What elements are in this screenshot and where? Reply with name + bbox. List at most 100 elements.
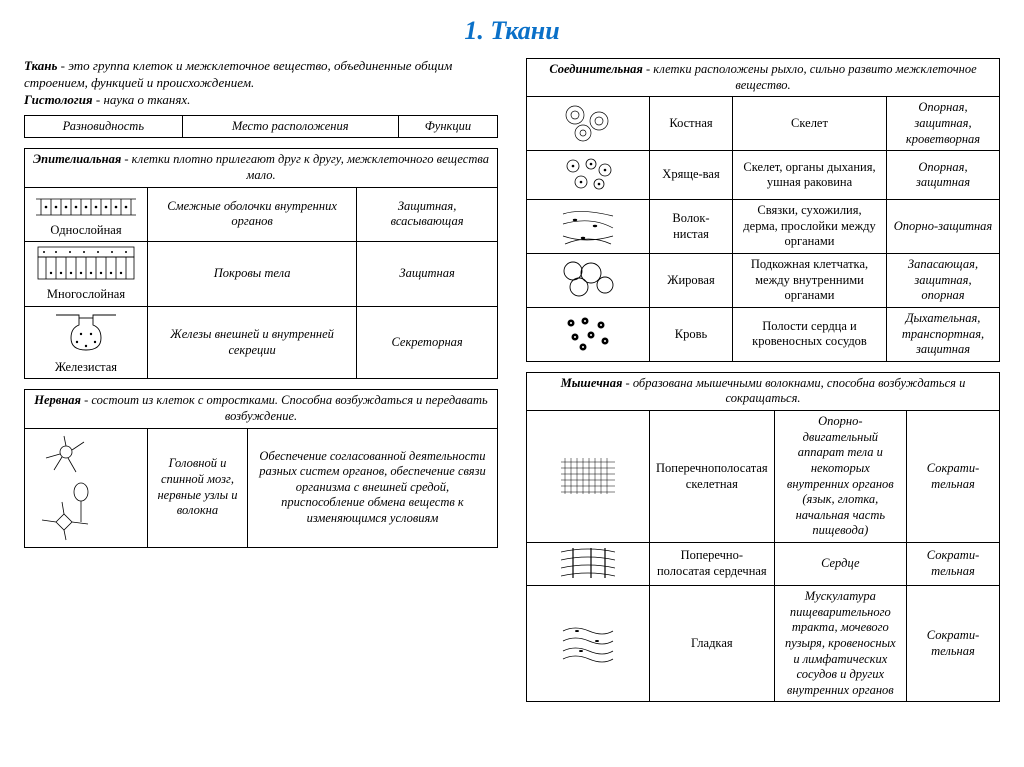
header-table: Разновидность Место расположения Функции	[24, 115, 498, 139]
fibrous-loc: Связки, сухожилия, дерма, прослойки межд…	[733, 200, 887, 254]
table-row: Однослойная Смежные оболочки внутренних …	[25, 187, 498, 242]
cardiac-func: Сократи-тельная	[907, 543, 1000, 586]
col-functions: Функции	[398, 115, 497, 138]
epi-single-label: Однослойная	[50, 223, 121, 237]
right-column: Соединительная - клетки расположены рыхл…	[526, 58, 1000, 712]
table-row: Жировая Подкожная клетчатка, между внутр…	[527, 254, 1000, 308]
striated-loc: Опорно-двигательный аппарат тела и некот…	[774, 411, 906, 543]
col-location: Место расположения	[182, 115, 398, 138]
cartilage-icon	[561, 154, 615, 194]
histology-text: - наука о тканях.	[93, 92, 191, 107]
muscle-head: Мышечная - образована мышечными волокнам…	[527, 372, 1000, 410]
nervous-img-cell	[25, 428, 148, 547]
smooth-loc: Мускулатура пищеварительного тракта, моч…	[774, 586, 906, 702]
muscle-desc: - образована мышечными волокнами, способ…	[622, 376, 965, 406]
muscle-name: Мышечная	[561, 376, 623, 390]
single-layer-icon	[36, 191, 136, 221]
bone-func: Опорная, защитная, кроветворная	[887, 97, 1000, 151]
fibrous-label: Волок-нистая	[650, 200, 733, 254]
cardiac-muscle-icon	[561, 546, 615, 580]
epi-multi-cell: Многослойная	[25, 242, 148, 307]
table-row: Железистая Железы внешней и внутренней с…	[25, 306, 498, 379]
striated-label: Поперечнополосатая скелетная	[650, 411, 775, 543]
striated-img	[527, 411, 650, 543]
cartilage-img	[527, 151, 650, 200]
epi-single-loc: Смежные оболочки внутренних органов	[148, 187, 357, 242]
fat-loc: Подкожная клетчатка, между внутренними о…	[733, 254, 887, 308]
epithelial-head: Эпителиальная - клетки плотно прилегают …	[25, 149, 498, 187]
smooth-func: Сократи-тельная	[907, 586, 1000, 702]
fat-img	[527, 254, 650, 308]
smooth-label: Гладкая	[650, 586, 775, 702]
bone-label: Костная	[650, 97, 733, 151]
nervous-name: Нервная	[34, 393, 81, 407]
epi-multi-func: Защитная	[357, 242, 498, 307]
connective-desc: - клетки расположены рыхло, сильно разви…	[643, 62, 977, 92]
nervous-head: Нервная - состоит из клеток с отростками…	[25, 390, 498, 428]
epithelial-name: Эпителиальная	[33, 152, 121, 166]
blood-loc: Полости сердца и кровеносных сосудов	[733, 307, 887, 361]
multi-layer-icon	[36, 245, 136, 285]
epi-single-func: Защитная, всасывающая	[357, 187, 498, 242]
connective-name: Соединительная	[549, 62, 643, 76]
cartilage-func: Опорная, защитная	[887, 151, 1000, 200]
left-column: Ткань - это группа клеток и межклеточное…	[24, 58, 498, 558]
fat-label: Жировая	[650, 254, 733, 308]
definition-text: - это группа клеток и межклеточное вещес…	[24, 58, 452, 90]
table-row: Поперечно-полосатая сердечная Сердце Сок…	[527, 543, 1000, 586]
epi-gland-cell: Железистая	[25, 306, 148, 379]
connective-head: Соединительная - клетки расположены рыхл…	[527, 59, 1000, 97]
skeletal-muscle-icon	[561, 456, 615, 496]
term-tkani: Ткань	[24, 58, 57, 73]
table-row: Поперечнополосатая скелетная Опорно-двиг…	[527, 411, 1000, 543]
epithelial-desc: - клетки плотно прилегают друг к другу, …	[121, 152, 489, 182]
table-row: Гладкая Мускулатура пищеварительного тра…	[527, 586, 1000, 702]
col-variety: Разновидность	[25, 115, 183, 138]
page-title: 1. Ткани	[24, 16, 1000, 46]
neuron-icon	[36, 432, 136, 542]
nervous-loc: Головной и спинной мозг, нервные узлы и …	[148, 428, 248, 547]
smooth-muscle-icon	[561, 623, 615, 663]
cardiac-img	[527, 543, 650, 586]
fibrous-icon	[561, 206, 615, 246]
blood-img	[527, 307, 650, 361]
blood-label: Кровь	[650, 307, 733, 361]
nervous-desc: - состоит из клеток с отростками. Способ…	[81, 393, 488, 423]
fibrous-img	[527, 200, 650, 254]
epi-gland-loc: Железы внешней и внутренней секреции	[148, 306, 357, 379]
epi-multi-label: Многослойная	[47, 287, 125, 301]
cardiac-loc: Сердце	[774, 543, 906, 586]
table-row: Волок-нистая Связки, сухожилия, дерма, п…	[527, 200, 1000, 254]
epithelial-table: Эпителиальная - клетки плотно прилегают …	[24, 148, 498, 379]
table-row: Костная Скелет Опорная, защитная, кровет…	[527, 97, 1000, 151]
blood-func: Дыхательная, транспортная, защитная	[887, 307, 1000, 361]
smooth-img	[527, 586, 650, 702]
table-row: Хряще-вая Скелет, органы дыхания, ушная …	[527, 151, 1000, 200]
epi-gland-label: Железистая	[55, 360, 117, 374]
glandular-icon	[51, 310, 121, 358]
fibrous-func: Опорно-защитная	[887, 200, 1000, 254]
table-row: Кровь Полости сердца и кровеносных сосуд…	[527, 307, 1000, 361]
term-histology: Гистология	[24, 92, 93, 107]
epi-gland-func: Секреторная	[357, 306, 498, 379]
content-columns: Ткань - это группа клеток и межклеточное…	[24, 58, 1000, 712]
bone-loc: Скелет	[733, 97, 887, 151]
nervous-func: Обеспечение согласованной деятельности р…	[247, 428, 497, 547]
bone-img	[527, 97, 650, 151]
cartilage-label: Хряще-вая	[650, 151, 733, 200]
cardiac-label: Поперечно-полосатая сердечная	[650, 543, 775, 586]
epi-multi-loc: Покровы тела	[148, 242, 357, 307]
epi-single-cell: Однослойная	[25, 187, 148, 242]
blood-icon	[561, 313, 615, 353]
striated-func: Сократи-тельная	[907, 411, 1000, 543]
nervous-table: Нервная - состоит из клеток с отростками…	[24, 389, 498, 547]
definition-block: Ткань - это группа клеток и межклеточное…	[24, 58, 498, 109]
connective-table: Соединительная - клетки расположены рыхл…	[526, 58, 1000, 362]
fat-func: Запасающая, защитная, опорная	[887, 254, 1000, 308]
muscle-table: Мышечная - образована мышечными волокнам…	[526, 372, 1000, 703]
fat-icon	[561, 259, 615, 299]
table-row: Головной и спинной мозг, нервные узлы и …	[25, 428, 498, 547]
cartilage-loc: Скелет, органы дыхания, ушная раковина	[733, 151, 887, 200]
table-row: Многослойная Покровы тела Защитная	[25, 242, 498, 307]
bone-icon	[561, 103, 615, 143]
